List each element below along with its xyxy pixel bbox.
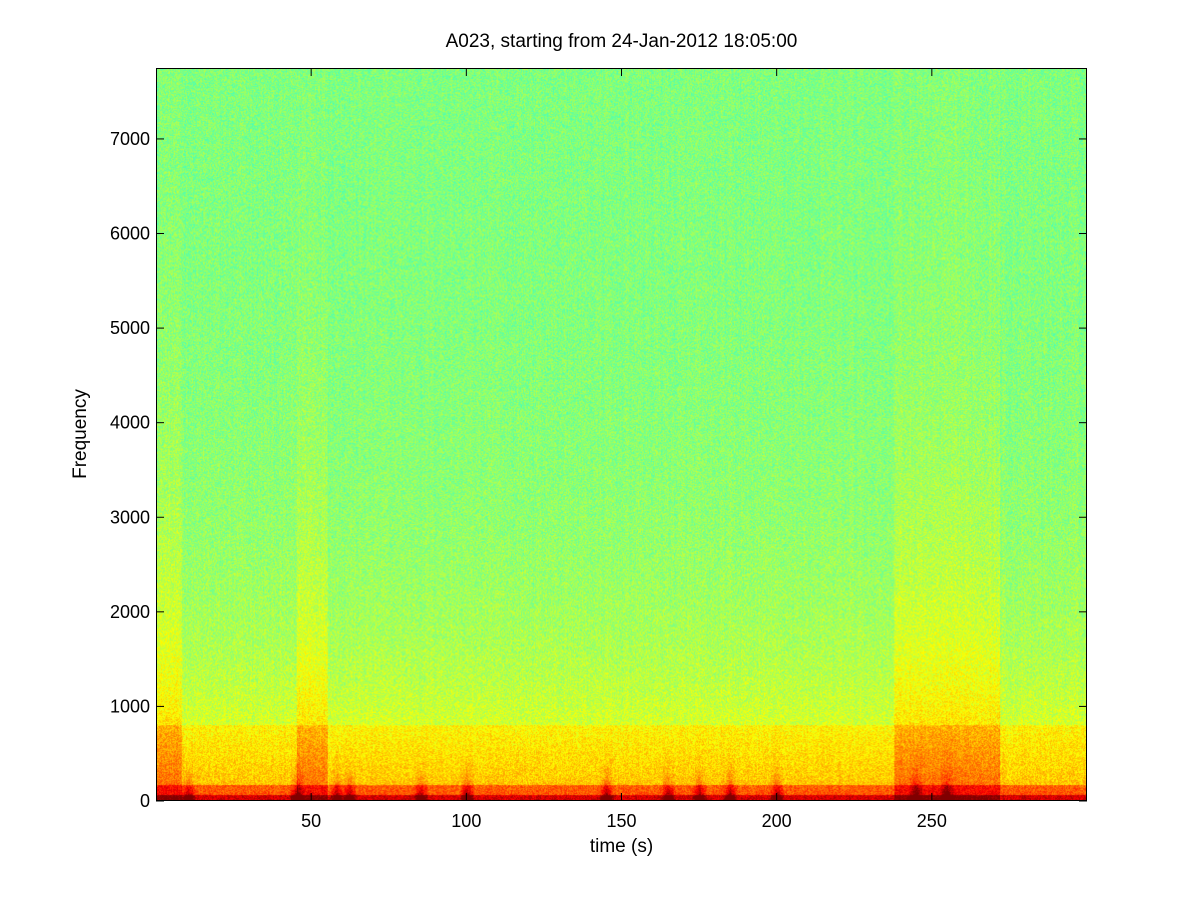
y-tick-label: 7000	[110, 129, 150, 149]
x-tick-label: 100	[451, 811, 481, 831]
y-axis-label: Frequency	[70, 389, 91, 479]
x-tick-label: 50	[301, 811, 321, 831]
y-tick-label: 4000	[110, 413, 150, 433]
spectrogram-image	[157, 69, 1086, 800]
y-tick-label: 3000	[110, 507, 150, 527]
x-tick-label: 200	[762, 811, 792, 831]
y-tick-label: 1000	[110, 696, 150, 716]
x-axis-label: time (s)	[589, 836, 654, 857]
spectrogram-plot-area	[156, 68, 1087, 801]
chart-title: A023, starting from 24-Jan-2012 18:05:00	[445, 31, 798, 52]
y-tick-label: 5000	[110, 318, 150, 338]
x-tick-label: 250	[917, 811, 947, 831]
x-tick-label: 150	[606, 811, 636, 831]
y-tick-label: 2000	[110, 602, 150, 622]
y-tick-label: 6000	[110, 224, 150, 244]
y-tick-label: 0	[140, 791, 150, 811]
